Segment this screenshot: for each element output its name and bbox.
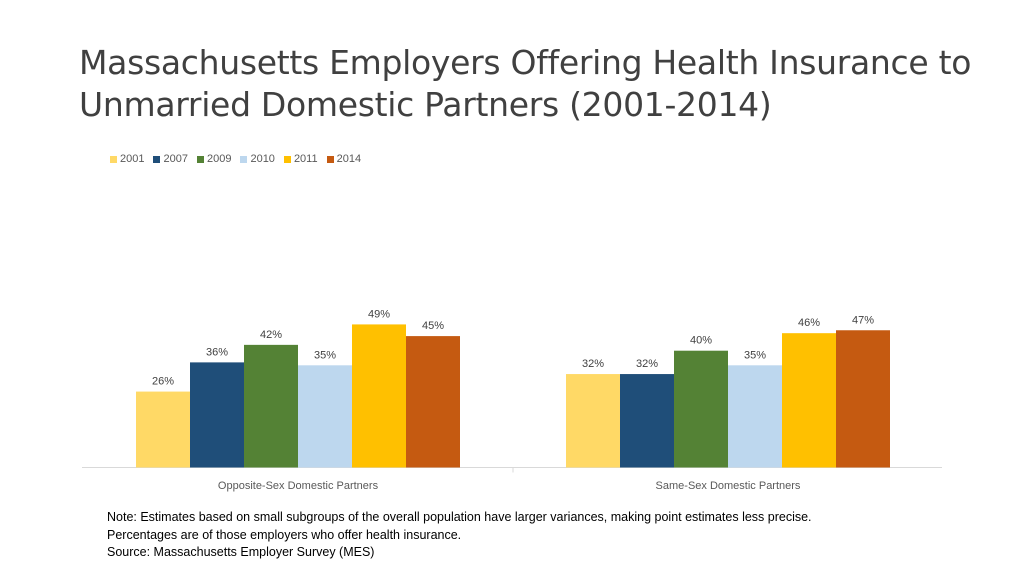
legend-item-2009: 2009 (196, 153, 232, 165)
legend-item-2011: 2011 (283, 153, 318, 165)
legend-swatch (326, 155, 334, 163)
bar-2001-1 (566, 374, 620, 468)
legend-item-2010: 2010 (240, 153, 275, 165)
legend-label: 2007 (163, 153, 188, 165)
legend-label: 2010 (250, 153, 275, 165)
bar-2011-0 (352, 324, 406, 468)
data-label: 32% (582, 358, 604, 370)
bar-2010-1 (728, 365, 782, 468)
category-label: Opposite-Sex Domestic Partners (218, 480, 379, 492)
bar-2011-1 (782, 333, 836, 468)
title-line-2: Unmarried Domestic Partners (2001-2014) (79, 85, 772, 124)
slide-title: Massachusetts Employers Offering Health … (79, 42, 979, 126)
data-label: 45% (422, 320, 444, 332)
category-label: Same-Sex Domestic Partners (656, 480, 801, 492)
data-label: 35% (744, 349, 766, 361)
note-line-2: Percentages are of those employers who o… (107, 527, 462, 542)
legend-label: 2001 (120, 153, 145, 165)
legend-swatch (153, 155, 161, 163)
data-label: 26% (152, 376, 174, 388)
data-label: 46% (798, 317, 820, 329)
legend-item-2007: 2007 (153, 153, 188, 165)
legend-label: 2011 (293, 153, 318, 165)
legend-swatch (196, 155, 204, 163)
source-line: Source: Massachusetts Employer Survey (M… (107, 545, 375, 559)
legend-item-2001: 2001 (110, 153, 144, 165)
data-label: 42% (260, 329, 282, 341)
bar-2001-0 (136, 391, 190, 468)
footnotes: Note: Estimates based on small subgroups… (107, 509, 812, 562)
legend-label: 2009 (206, 153, 232, 165)
bar-2014-0 (406, 336, 460, 468)
bar-2009-1 (674, 350, 728, 468)
legend-swatch (283, 155, 291, 163)
data-label: 49% (368, 308, 390, 320)
data-label: 36% (206, 346, 228, 358)
legend-swatch (240, 155, 248, 163)
chart-legend: 2001 2007 2009 2010 2011 2014 (110, 153, 361, 165)
bar-2007-1 (620, 374, 674, 468)
data-label: 47% (852, 314, 874, 326)
bar-2007-0 (190, 362, 244, 468)
data-label: 35% (314, 349, 336, 361)
note-line-1: Note: Estimates based on small subgroups… (107, 510, 812, 524)
title-line-1: Massachusetts Employers Offering Health … (79, 43, 972, 82)
legend-label: 2014 (336, 153, 362, 165)
bar-2009-0 (244, 344, 298, 468)
legend-swatch (110, 155, 117, 163)
data-label: 32% (636, 358, 658, 370)
legend-item-2014: 2014 (326, 153, 362, 165)
data-label: 40% (690, 335, 712, 347)
bar-2010-0 (298, 365, 352, 468)
bar-2014-1 (836, 330, 890, 468)
